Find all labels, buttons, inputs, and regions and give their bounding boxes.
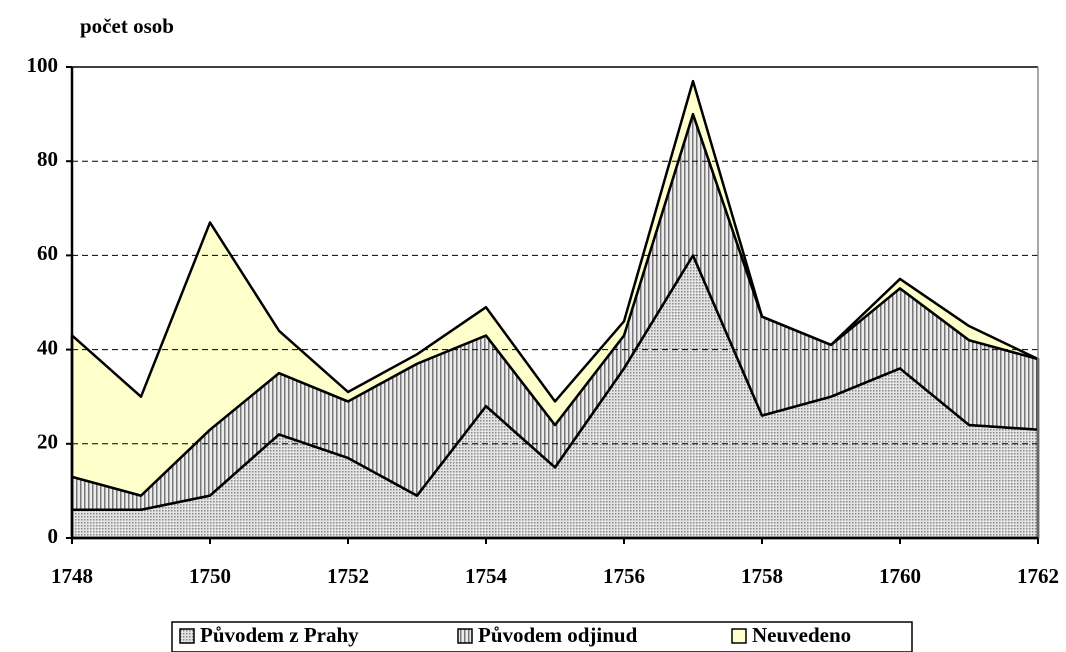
legend-label: Původem z Prahy: [200, 623, 359, 647]
x-tick-label: 1748: [51, 564, 93, 588]
legend-swatch: [179, 628, 195, 644]
x-tick-label: 1758: [741, 564, 783, 588]
legend-swatch: [457, 628, 473, 644]
y-axis-label: počet osob: [80, 14, 174, 38]
y-tick-label: 60: [37, 241, 58, 265]
y-tick-label: 40: [37, 335, 58, 359]
x-tick-label: 1750: [189, 564, 231, 588]
y-tick-label: 20: [37, 430, 58, 454]
y-tick-label: 0: [48, 524, 59, 548]
legend-label: Neuvedeno: [752, 623, 851, 647]
x-tick-label: 1754: [465, 564, 508, 588]
legend-box: [171, 621, 913, 652]
legend-swatch: [731, 628, 747, 644]
legend-label: Původem odjinud: [478, 623, 638, 647]
x-tick-label: 1752: [327, 564, 369, 588]
y-tick-label: 80: [37, 147, 58, 171]
x-tick-label: 1760: [879, 564, 921, 588]
x-tick-label: 1756: [603, 564, 645, 588]
x-tick-label: 1762: [1017, 564, 1059, 588]
y-tick-label: 100: [27, 53, 59, 77]
